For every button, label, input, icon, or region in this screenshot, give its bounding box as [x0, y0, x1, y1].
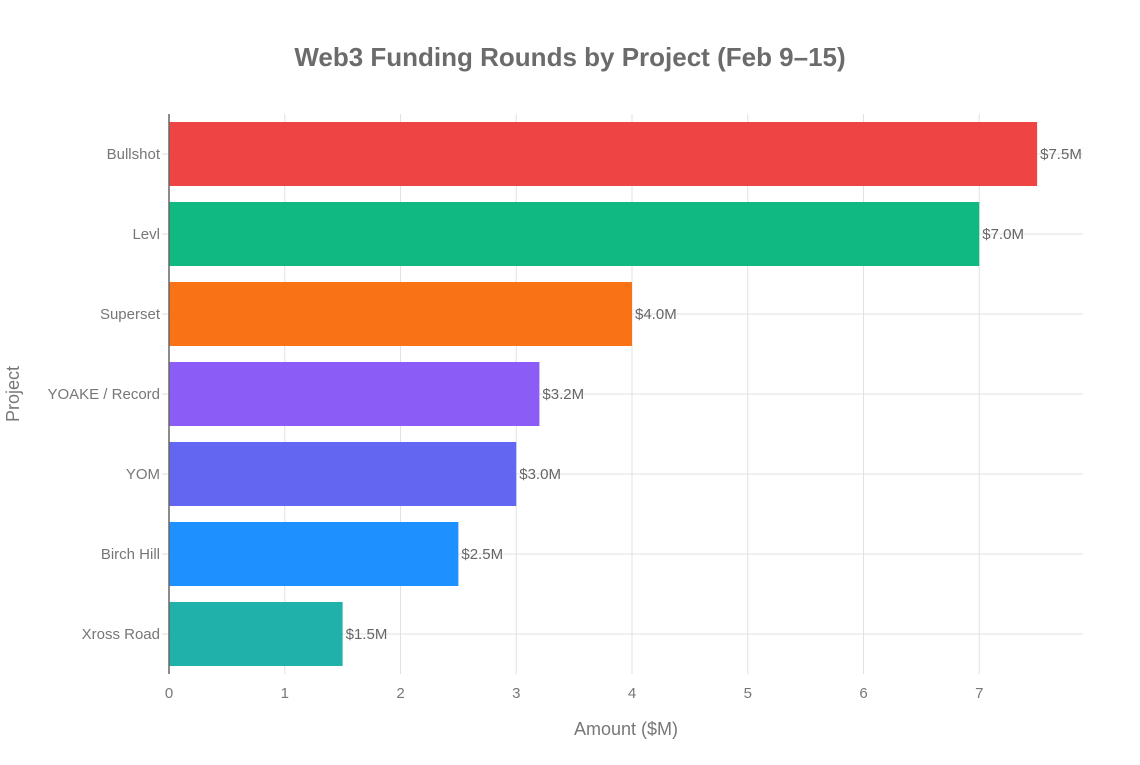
y-axis-title: Project	[3, 366, 23, 422]
y-tick-label: Xross Road	[82, 626, 160, 643]
y-tick-label: YOM	[126, 466, 160, 483]
bar-yom	[169, 442, 517, 506]
x-tick-label: 4	[628, 685, 636, 702]
bar-yoake-record	[169, 362, 540, 426]
x-tick-labels: 0 1 2 3 4 5 6 7	[165, 685, 984, 702]
x-tick-label: 1	[281, 685, 289, 702]
data-label: $3.0M	[519, 466, 561, 483]
data-label: $7.0M	[982, 226, 1024, 243]
y-tick-label: Bullshot	[107, 146, 161, 163]
bar-superset	[169, 282, 632, 346]
data-label: $1.5M	[346, 626, 388, 643]
data-label: $2.5M	[461, 546, 503, 563]
bar-birch-hill	[169, 522, 459, 586]
y-tick-label: YOAKE / Record	[47, 386, 160, 403]
bar-xross-road	[169, 602, 343, 666]
y-tick-label: Superset	[100, 306, 161, 323]
x-tick-label: 7	[975, 685, 983, 702]
chart-title: Web3 Funding Rounds by Project (Feb 9–15…	[294, 42, 845, 72]
x-tick-label: 0	[165, 685, 173, 702]
data-label: $7.5M	[1040, 146, 1082, 163]
data-label: $4.0M	[635, 306, 677, 323]
bar-levl	[169, 202, 980, 266]
data-label: $3.2M	[542, 386, 584, 403]
x-tick-label: 2	[396, 685, 404, 702]
x-tick-label: 3	[512, 685, 520, 702]
y-tick-labels: Bullshot Levl Superset YOAKE / Record YOM Bir…	[47, 146, 160, 643]
y-tick-label: Birch Hill	[101, 546, 160, 563]
x-axis-title: Amount ($M)	[574, 719, 678, 739]
x-tick-label: 6	[859, 685, 867, 702]
bars: $7.5M $7.0M $4.0M $3.2M $3.0M $2.5M $1.5M	[169, 122, 1082, 666]
y-tick-label: Levl	[132, 226, 160, 243]
x-tick-label: 5	[744, 685, 752, 702]
bar-bullshot	[169, 122, 1038, 186]
